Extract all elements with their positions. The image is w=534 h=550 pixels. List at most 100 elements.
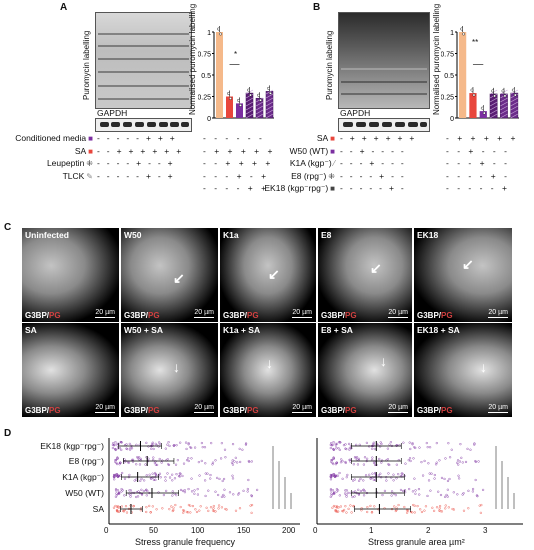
data-point: [185, 510, 188, 514]
data-point: [431, 506, 434, 509]
data-point: [444, 457, 447, 460]
y-tick-label: 0: [207, 116, 211, 122]
data-point: [174, 503, 177, 507]
data-point: [114, 488, 118, 491]
data-point: [481, 488, 485, 492]
data-point: [385, 479, 388, 482]
data-point: [129, 489, 132, 492]
channel-g3bp: G3BP/: [417, 311, 442, 320]
data-point: [399, 488, 403, 492]
x-tick: 1: [369, 526, 374, 535]
data-point: [334, 444, 338, 447]
data-point: [231, 477, 235, 480]
data-point: [147, 457, 150, 460]
data-point: [171, 490, 174, 493]
x-tick: 0: [313, 526, 318, 535]
bar-hatch: [245, 101, 254, 107]
data-point: [354, 490, 357, 493]
data-point: [237, 492, 241, 495]
data-point: [158, 441, 161, 444]
data-point: [209, 473, 212, 477]
data-point: [149, 477, 153, 480]
data-point: [205, 506, 208, 509]
data-point: [379, 472, 382, 475]
legend-swatch-icon: ⁄: [333, 159, 335, 169]
data-point: [145, 474, 148, 477]
data-point: [151, 505, 154, 508]
panel-a-gapdh-label: GAPDH: [97, 108, 128, 118]
data-point: [145, 494, 148, 497]
channel-label: G3BP/PG: [223, 406, 259, 415]
bar: [216, 32, 223, 118]
data-point: [460, 456, 463, 459]
data-point: [350, 511, 353, 514]
scale-bar-label: 20 µm: [95, 404, 115, 411]
data-point: [112, 442, 115, 445]
channel-g3bp: G3BP/: [321, 311, 346, 320]
bar-hatch: [245, 113, 254, 119]
data-point: [216, 476, 219, 480]
data-point: [456, 461, 459, 464]
data-point: [393, 505, 396, 508]
data-point: [196, 493, 200, 496]
data-point: [446, 495, 449, 498]
scale-bar: 20 µm: [194, 309, 214, 318]
data-point: [359, 489, 363, 493]
data-point: [332, 448, 335, 451]
category-label: E8 (rpg⁻): [68, 456, 104, 466]
data-point: [152, 478, 155, 482]
data-point: [347, 442, 351, 445]
data-point: [120, 448, 123, 451]
data-point: [138, 463, 142, 466]
data-point: [135, 478, 138, 481]
data-point: [187, 443, 190, 446]
channel-label: G3BP/PG: [25, 311, 61, 320]
legend-swatch-icon: ■: [330, 184, 335, 194]
data-point: [373, 447, 376, 451]
data-point: [190, 477, 193, 480]
data-point: [151, 444, 154, 447]
data-point: [423, 509, 426, 512]
data-point: [362, 489, 365, 492]
condition-name: W50 (WT): [289, 145, 329, 156]
data-point: [395, 463, 398, 466]
data-point: [116, 475, 119, 478]
bar-hatch: [265, 101, 274, 107]
data-point: [426, 494, 429, 498]
micrograph-top-2: K1a G3BP/PG 20 µm ↙: [220, 228, 316, 322]
bar-hatch: [489, 109, 498, 115]
data-point: [379, 441, 382, 444]
data-point: [181, 474, 184, 478]
data-point: [221, 479, 224, 483]
condition-values: - - - - - + + +: [97, 133, 175, 143]
data-point: [222, 493, 225, 497]
data-point: [147, 445, 150, 448]
data-point: [231, 443, 235, 446]
data-point: [336, 506, 339, 509]
data-point: [257, 93, 260, 97]
data-point: [182, 462, 186, 465]
data-point: [234, 509, 238, 512]
data-point: [439, 493, 443, 497]
data-point: [121, 489, 124, 492]
data-point: [232, 493, 235, 496]
data-point: [185, 459, 189, 462]
data-point: [204, 494, 207, 498]
data-point: [351, 495, 354, 499]
data-point: [452, 491, 455, 494]
channel-g3bp: G3BP/: [124, 311, 149, 320]
data-point: [353, 478, 356, 481]
data-point: [414, 489, 417, 492]
data-point: [129, 448, 132, 451]
data-point: [139, 479, 142, 482]
data-point: [457, 474, 460, 477]
scale-bar-label: 20 µm: [388, 404, 408, 411]
data-point: [329, 478, 333, 481]
channel-g3bp: G3BP/: [321, 406, 346, 415]
condition-name: EK18 (kgp⁻rpg⁻): [264, 183, 329, 193]
bar-hatch: [265, 89, 274, 95]
channel-g3bp: G3BP/: [417, 406, 442, 415]
arrow-icon: ↓: [266, 355, 273, 371]
micrograph-bottom-3: E8 + SA G3BP/PG 20 µm ↓: [318, 323, 412, 417]
data-point: [390, 494, 393, 497]
